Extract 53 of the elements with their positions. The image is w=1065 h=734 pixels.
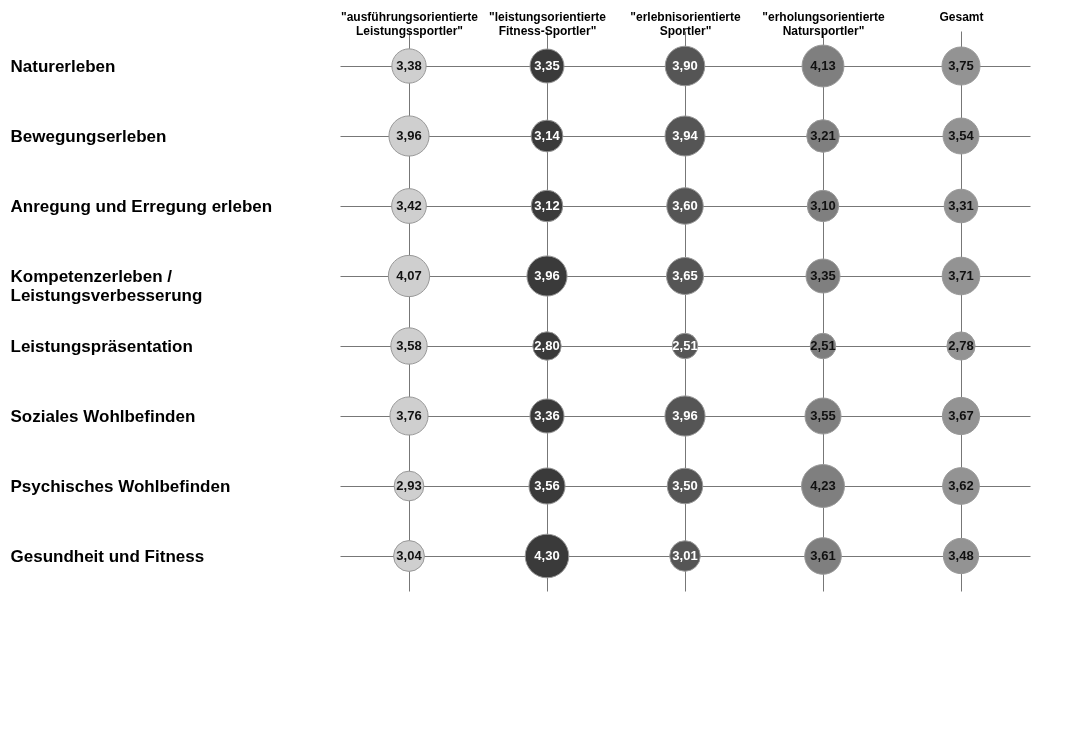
data-label: 4,23 <box>810 478 836 493</box>
y-tick-label: Psychisches Wohlbefinden <box>10 476 231 496</box>
data-label: 3,12 <box>534 198 560 213</box>
y-tick-label: Gesundheit und Fitness <box>10 546 205 566</box>
data-label: 2,51 <box>810 338 836 353</box>
y-tick-label: Bewegungserleben <box>10 126 167 146</box>
y-tick-label: Anregung und Erregung erleben <box>10 196 273 216</box>
data-label: 3,56 <box>534 478 560 493</box>
data-label: 3,36 <box>534 408 560 423</box>
data-label: 3,35 <box>810 268 836 283</box>
data-label: 3,67 <box>948 408 974 423</box>
data-label: 4,30 <box>534 548 560 563</box>
x-tick-label: "ausführungsorientierte Leistungssportler" <box>340 9 479 38</box>
data-label: 3,14 <box>534 128 561 143</box>
data-label: 4,07 <box>396 268 422 283</box>
data-label: 3,76 <box>396 408 422 423</box>
data-label: 3,42 <box>396 198 422 213</box>
data-label: 3,71 <box>948 268 974 283</box>
data-label: 3,65 <box>672 268 698 283</box>
data-label: 3,54 <box>948 128 975 143</box>
x-tick-label: Gesamt <box>939 9 984 24</box>
data-label: 3,96 <box>672 408 698 423</box>
data-label: 3,31 <box>948 198 974 213</box>
data-label: 3,21 <box>810 128 836 143</box>
data-label: 3,75 <box>948 58 974 73</box>
data-label: 3,01 <box>672 548 698 563</box>
data-label: 3,38 <box>396 58 422 73</box>
data-label: 3,10 <box>810 198 836 213</box>
data-label: 3,04 <box>396 548 423 563</box>
x-tick-label: "erlebnisorientierte Sportler" <box>630 9 742 38</box>
y-tick-label: Leistungspräsentation <box>10 336 193 356</box>
data-label: 3,48 <box>948 548 974 563</box>
x-tick-label: "leistungsorientierte Fitness-Sportler" <box>488 9 607 38</box>
data-label: 2,93 <box>396 478 422 493</box>
data-label: 3,96 <box>534 268 560 283</box>
data-label: 3,58 <box>396 338 422 353</box>
y-tick-label: Soziales Wohlbefinden <box>10 406 196 426</box>
data-label: 3,60 <box>672 198 698 213</box>
data-label: 3,62 <box>948 478 974 493</box>
data-label: 3,94 <box>672 128 699 143</box>
data-label: 3,35 <box>534 58 560 73</box>
y-tick-label: Kompetenzerleben / Leistungsverbesserung <box>10 266 203 305</box>
data-label: 2,51 <box>672 338 698 353</box>
data-label: 4,13 <box>810 58 836 73</box>
data-label: 3,90 <box>672 58 698 73</box>
data-label: 3,50 <box>672 478 698 493</box>
data-label: 3,61 <box>810 548 836 563</box>
data-label: 2,78 <box>948 338 974 353</box>
data-label: 3,96 <box>396 128 422 143</box>
x-tick-label: "erholungsorientierte Natursportler" <box>762 9 886 38</box>
data-label: 3,55 <box>810 408 836 423</box>
data-label: 2,80 <box>534 338 560 353</box>
y-tick-label: Naturerleben <box>10 56 116 76</box>
